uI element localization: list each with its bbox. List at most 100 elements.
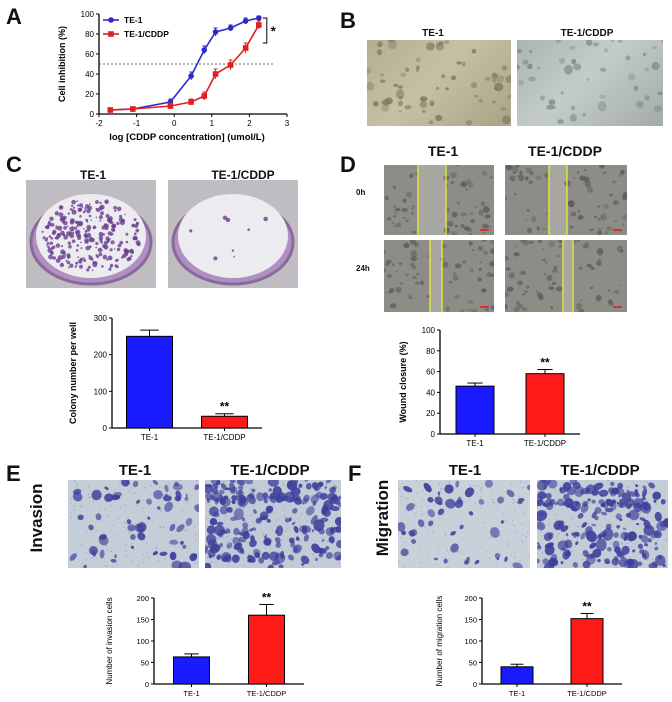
stained-cell (323, 500, 334, 511)
membrane-pore (112, 524, 114, 527)
cell-shape (392, 185, 397, 190)
colony-dot (233, 255, 235, 258)
colony-dot (44, 238, 48, 242)
cell-shape (452, 272, 457, 276)
membrane-pore (422, 490, 424, 492)
membrane-pore (489, 564, 491, 566)
cell-shape (491, 72, 498, 79)
colony-dot (134, 224, 139, 228)
cell-shape (404, 105, 412, 110)
cell-shape (548, 99, 556, 105)
cell-shape (583, 176, 590, 183)
membrane-pore (622, 543, 624, 545)
significance-bracket (262, 17, 268, 44)
colony-dot (61, 254, 66, 259)
cell-shape (569, 113, 577, 122)
membrane-pore (291, 564, 293, 567)
stained-cell (216, 554, 222, 560)
cell-shape (392, 215, 397, 218)
stained-cell (637, 543, 644, 550)
bar-te-1 (455, 385, 495, 435)
colony-dot (79, 203, 83, 208)
membrane-pore (249, 533, 251, 535)
stained-cell (206, 525, 216, 535)
cell-shape (575, 302, 583, 310)
membrane-pore (225, 515, 227, 518)
colony-dot (55, 226, 59, 230)
cell-shape (524, 218, 528, 221)
membrane-pore (631, 546, 633, 548)
colony-dot (70, 218, 75, 223)
membrane-pore (250, 514, 252, 517)
cell-shape (478, 98, 484, 104)
colony-dot (117, 243, 122, 248)
stained-cell (169, 539, 179, 545)
x-tick-label: TE-1 (466, 439, 484, 448)
colony-dot (80, 241, 82, 244)
colony-dot (87, 205, 93, 211)
cell-shape (595, 294, 602, 302)
colony-dot (263, 216, 268, 222)
colony-dot (106, 217, 112, 222)
cell-shape (506, 165, 513, 171)
cell-shape (657, 91, 663, 96)
stained-cell (313, 519, 325, 532)
legend-label: TE-1 (124, 15, 143, 25)
membrane-pore (125, 555, 128, 557)
bar-te-1-cddp (201, 415, 248, 429)
membrane-pore (510, 482, 512, 484)
colony-dot (136, 222, 139, 225)
cell-shape (544, 172, 549, 178)
colony-dot (55, 258, 61, 263)
cell-shape (542, 227, 546, 231)
cell-shape (559, 58, 566, 64)
membrane-pore (243, 564, 245, 566)
stained-cell (255, 517, 262, 524)
cell-shape (599, 94, 606, 99)
colony-dot (135, 240, 141, 245)
colony-dot (58, 205, 64, 210)
membrane-pore (496, 506, 498, 508)
cell-shape (508, 272, 515, 279)
membrane-pore (143, 562, 145, 564)
cell-shape (389, 287, 395, 293)
data-point (201, 93, 208, 99)
cell-shape (395, 271, 398, 273)
stained-cell (537, 521, 546, 531)
stained-cell (275, 525, 284, 537)
membrane-pore (178, 546, 181, 548)
membrane-pore (560, 485, 562, 488)
stained-cell (114, 554, 117, 559)
stained-cell (153, 490, 163, 500)
cell-shape (466, 178, 471, 184)
cell-shape (465, 188, 468, 191)
cell-shape (441, 74, 445, 79)
stained-cell (300, 555, 310, 565)
cell-shape (449, 281, 452, 284)
stained-cell (611, 487, 620, 495)
membrane-pore (87, 483, 89, 486)
stained-cell (428, 520, 434, 527)
cell-shape (528, 76, 536, 82)
membrane-pore (506, 545, 509, 547)
membrane-pore (85, 552, 87, 554)
y-axis-label: Wound closure (%) (398, 341, 408, 422)
membrane-pore (444, 532, 446, 534)
membrane-pore (118, 482, 120, 484)
membrane-pore (445, 546, 447, 549)
colony-dot (88, 214, 92, 218)
membrane-pore (483, 521, 486, 524)
cell-shape (400, 282, 403, 285)
membrane-pore (194, 525, 196, 528)
colony-dot (116, 247, 121, 252)
cell-shape (386, 217, 392, 221)
cell-shape (412, 275, 417, 280)
cell-shape (441, 244, 447, 249)
membrane-pore (284, 508, 286, 510)
stained-cell (569, 480, 578, 486)
colony-dot (79, 215, 82, 218)
cell-shape (542, 258, 547, 262)
cell-shape (578, 266, 583, 270)
stained-cell (137, 532, 146, 541)
membrane-pore (421, 498, 423, 500)
